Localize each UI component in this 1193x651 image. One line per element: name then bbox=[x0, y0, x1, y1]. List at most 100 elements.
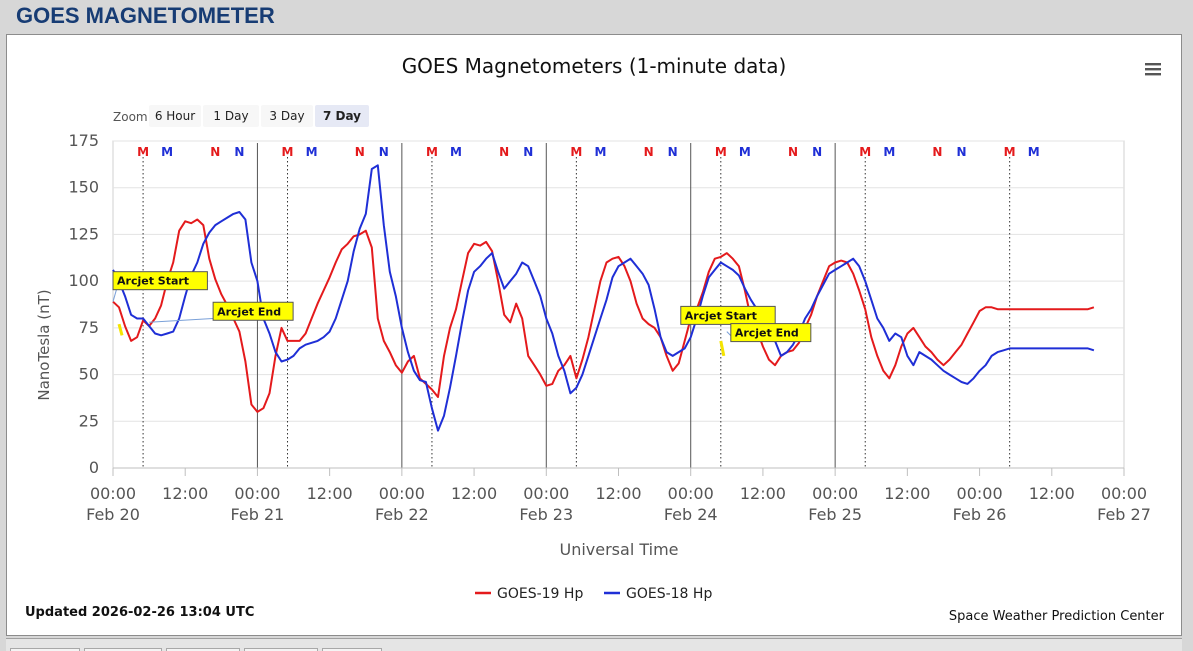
x-tick-time: 12:00 bbox=[451, 484, 497, 503]
marker-m-blue: M bbox=[1028, 145, 1040, 159]
legend-item-goes18[interactable]: GOES-18 Hp bbox=[604, 586, 712, 602]
bottom-tab-1[interactable] bbox=[10, 648, 80, 651]
marker-n-red: N bbox=[499, 145, 509, 159]
x-tick-time: 00:00 bbox=[957, 484, 1003, 503]
x-axis-label: Universal Time bbox=[559, 540, 678, 559]
marker-m-red: M bbox=[1004, 145, 1016, 159]
zoom-button-1-day[interactable]: 1 Day bbox=[203, 105, 259, 127]
x-tick-time: 00:00 bbox=[523, 484, 569, 503]
marker-n-blue: N bbox=[523, 145, 533, 159]
chart-title: GOES Magnetometers (1-minute data) bbox=[402, 54, 787, 78]
bottom-tab-4[interactable] bbox=[244, 648, 318, 651]
y-tick-label: 50 bbox=[79, 365, 99, 384]
vertical-lines bbox=[142, 143, 1011, 468]
arcjet-yellow-mark bbox=[719, 340, 726, 357]
marker-n-red: N bbox=[210, 145, 220, 159]
marker-n-red: N bbox=[788, 145, 798, 159]
marker-m-blue: M bbox=[883, 145, 895, 159]
series-group bbox=[112, 164, 1095, 432]
zoom-button-bg bbox=[261, 105, 313, 127]
bottom-tab-2[interactable] bbox=[84, 648, 162, 651]
zoom-buttons: 6 Hour 1 Day 3 Day 7 Day bbox=[149, 105, 369, 127]
marker-n-blue: N bbox=[956, 145, 966, 159]
x-tick-date: Feb 27 bbox=[1097, 505, 1151, 524]
annotation-text: Arcjet Start bbox=[685, 309, 757, 322]
marker-m-red: M bbox=[570, 145, 582, 159]
zoom-button-6-hour[interactable]: 6 Hour bbox=[149, 105, 201, 127]
marker-n-blue: N bbox=[668, 145, 678, 159]
zoom-button-7-day[interactable]: 7 Day bbox=[315, 105, 369, 127]
zoom-button-label: 1 Day bbox=[213, 109, 248, 123]
y-axis-label: NanoTesla (nT) bbox=[35, 289, 53, 400]
marker-m-blue: M bbox=[594, 145, 606, 159]
page-title: GOES MAGNETOMETER bbox=[16, 3, 275, 28]
legend-label: GOES-19 Hp bbox=[497, 586, 583, 602]
zoom-button-label: 6 Hour bbox=[155, 109, 195, 123]
marker-m-blue: M bbox=[450, 145, 462, 159]
series-line-goes19 bbox=[112, 218, 1095, 413]
marker-n-blue: N bbox=[812, 145, 822, 159]
legend-item-goes19[interactable]: GOES-19 Hp bbox=[475, 586, 583, 602]
y-tick-label: 125 bbox=[68, 224, 99, 243]
annotation-connector bbox=[149, 317, 218, 323]
y-tick-label: 75 bbox=[79, 318, 99, 337]
annotation-box bbox=[212, 301, 294, 321]
zoom-button-3-day[interactable]: 3 Day bbox=[261, 105, 313, 127]
y-tick-label: 100 bbox=[68, 271, 99, 290]
x-tick-date: Feb 24 bbox=[664, 505, 718, 524]
zoom-button-label: 3 Day bbox=[269, 109, 304, 123]
annotation-text: Arcjet End bbox=[217, 305, 281, 318]
marker-n-blue: N bbox=[234, 145, 244, 159]
x-tick-time: 12:00 bbox=[1029, 484, 1075, 503]
marker-n-blue: N bbox=[379, 145, 389, 159]
marker-labels: M M M M M M MM M M M M M MN N N N N NN N N N N N bbox=[137, 145, 1040, 159]
x-tick-date: Feb 21 bbox=[231, 505, 285, 524]
magnetometer-chart: GOES Magnetometers (1-minute data) Zoom … bbox=[7, 35, 1181, 635]
x-tick-date: Feb 25 bbox=[808, 505, 862, 524]
annotation-text: Arcjet End bbox=[735, 327, 799, 340]
zoom-button-bg bbox=[149, 105, 201, 127]
x-tick-date: Feb 26 bbox=[953, 505, 1007, 524]
marker-n-red: N bbox=[644, 145, 654, 159]
annotation-box bbox=[730, 323, 812, 343]
x-tick-time: 00:00 bbox=[90, 484, 136, 503]
annotations: Arcjet Start Arcjet End Arcjet Start Arcjet… bbox=[112, 271, 812, 343]
updated-text: Updated 2026-02-26 13:04 UTC bbox=[25, 605, 254, 620]
x-tick-date: Feb 22 bbox=[375, 505, 429, 524]
y-tick-label: 175 bbox=[68, 131, 99, 150]
zoom-button-label: 7 Day bbox=[323, 109, 361, 123]
marker-m-blue: M bbox=[161, 145, 173, 159]
x-tick-time: 12:00 bbox=[595, 484, 641, 503]
x-tick-time: 00:00 bbox=[668, 484, 714, 503]
zoom-button-bg bbox=[315, 105, 369, 127]
marker-m-red: M bbox=[137, 145, 149, 159]
chart-panel: GOES Magnetometers (1-minute data) Zoom … bbox=[6, 34, 1182, 636]
marker-m-red: M bbox=[715, 145, 727, 159]
marker-n-red: N bbox=[932, 145, 942, 159]
x-tick-time: 00:00 bbox=[234, 484, 280, 503]
x-tick-time: 00:00 bbox=[812, 484, 858, 503]
y-tick-label: 150 bbox=[68, 178, 99, 197]
x-tick-time: 12:00 bbox=[740, 484, 786, 503]
zoom-button-bg bbox=[203, 105, 259, 127]
bottom-tab-3[interactable] bbox=[166, 648, 240, 651]
x-axis: 00:00 Feb 20 12:00 00:00 Feb 21 12:00 00:00 Feb… bbox=[86, 467, 1151, 524]
x-tick-time: 12:00 bbox=[884, 484, 930, 503]
legend: GOES-19 Hp GOES-18 Hp bbox=[475, 586, 712, 602]
x-tick-time: 00:00 bbox=[379, 484, 425, 503]
marker-m-red: M bbox=[282, 145, 294, 159]
bottom-tab-5[interactable] bbox=[322, 648, 382, 651]
y-tick-label: 25 bbox=[79, 411, 99, 430]
menu-icon[interactable] bbox=[1145, 63, 1161, 76]
annotation-box bbox=[112, 271, 208, 291]
x-tick-date: Feb 20 bbox=[86, 505, 140, 524]
y-axis: 0 25 50 75 100 125 150 175 bbox=[68, 131, 99, 477]
series-line-goes18 bbox=[112, 164, 1095, 432]
marker-m-blue: M bbox=[739, 145, 751, 159]
legend-label: GOES-18 Hp bbox=[626, 586, 712, 602]
marker-m-blue: M bbox=[306, 145, 318, 159]
arcjet-yellow-mark bbox=[117, 323, 124, 336]
y-tick-label: 0 bbox=[89, 458, 99, 477]
marker-m-red: M bbox=[426, 145, 438, 159]
